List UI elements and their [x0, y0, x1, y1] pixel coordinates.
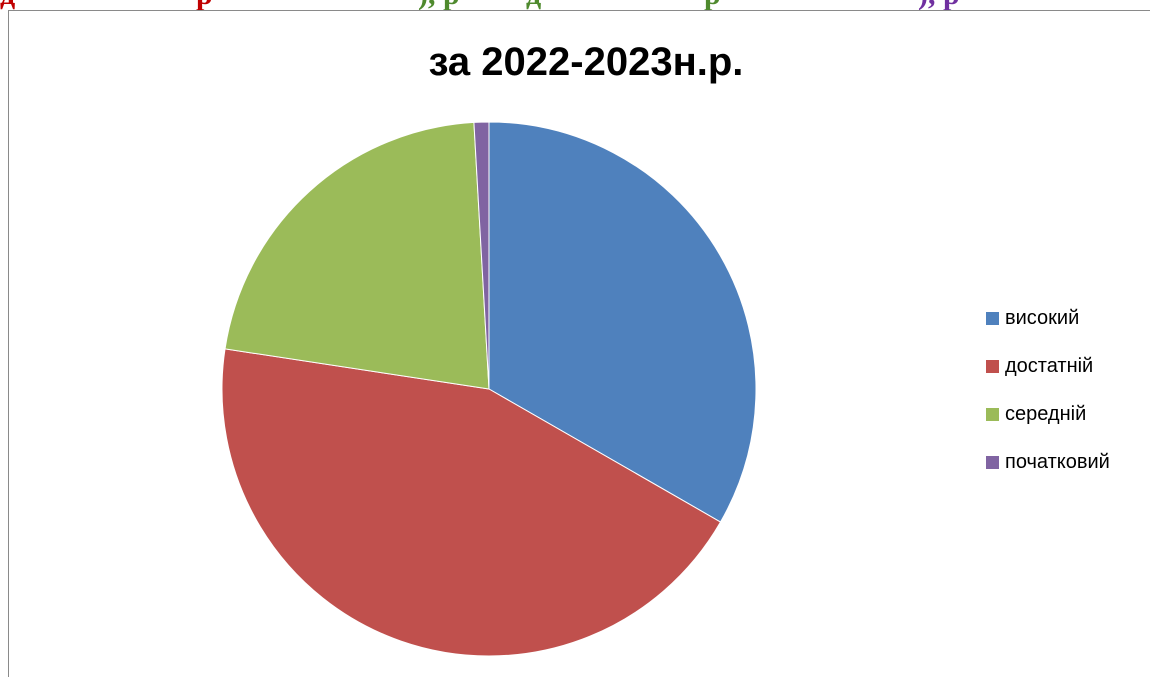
header-fragment-2: р: [196, 0, 213, 10]
header-fragment-4: д: [526, 0, 541, 10]
legend-label: початковий: [1005, 450, 1110, 473]
pie-slice-1: [221, 348, 722, 657]
legend-item: високий: [986, 306, 1110, 330]
header-fragment-6: ), р: [918, 0, 960, 10]
legend-swatch: [986, 311, 999, 325]
chart-legend: високий достатній середній початковий: [986, 306, 1110, 498]
legend-swatch: [986, 455, 999, 469]
legend-label: високий: [1005, 306, 1080, 329]
legend-item: початковий: [986, 450, 1110, 474]
cropped-header-text: д р ), р д р ), р: [0, 0, 1150, 10]
header-fragment-1: д: [0, 0, 15, 10]
header-fragment-3: ), р: [418, 0, 460, 10]
pie-slice-2: [224, 121, 490, 390]
legend-item: середній: [986, 402, 1110, 426]
chart-title: за 2022-2023н.р.: [428, 40, 744, 84]
legend-swatch: [986, 359, 999, 373]
pie-slice-3: [473, 121, 490, 390]
legend-item: достатній: [986, 354, 1110, 378]
legend-label: середній: [1005, 402, 1087, 425]
legend-label: достатній: [1005, 354, 1094, 377]
chart-frame: [8, 10, 1150, 677]
header-fragment-5: р: [704, 0, 721, 10]
pie-slice-0: [488, 121, 757, 523]
legend-swatch: [986, 407, 999, 421]
